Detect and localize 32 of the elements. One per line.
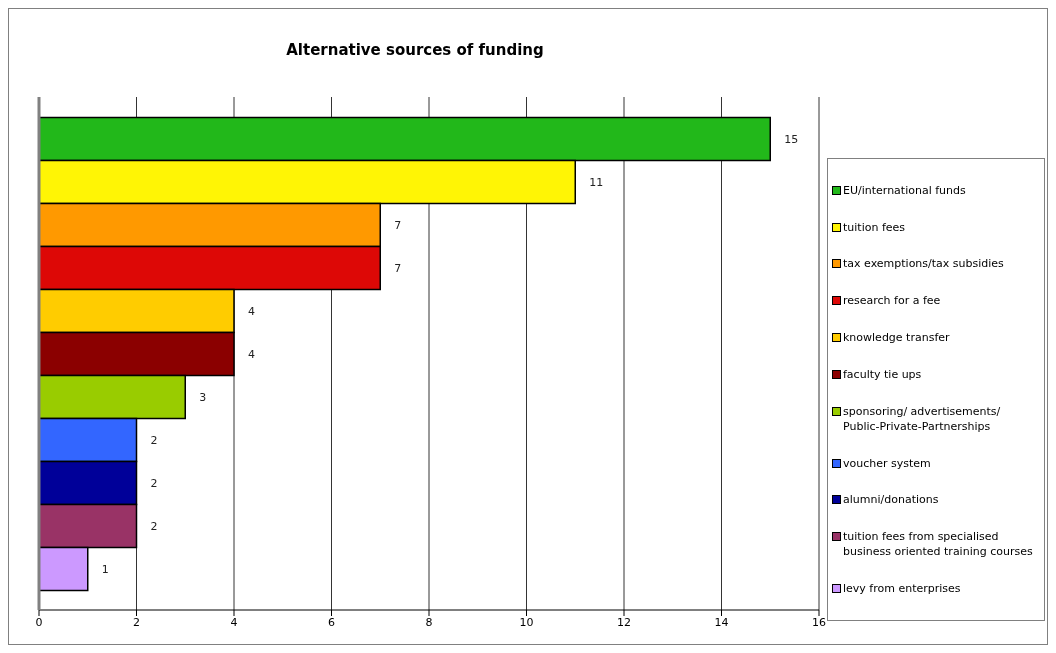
data-label: 4 bbox=[248, 347, 255, 361]
x-tick-label: 4 bbox=[230, 615, 238, 629]
legend-label: tuition fees from specialised business oriented training courses bbox=[843, 529, 1034, 560]
x-tick-label: 8 bbox=[425, 615, 433, 629]
x-tick-label: 16 bbox=[812, 615, 826, 629]
data-label: 2 bbox=[150, 519, 158, 533]
data-label: 3 bbox=[199, 390, 207, 404]
data-label: 1 bbox=[101, 562, 109, 576]
legend-label: EU/international funds bbox=[843, 182, 966, 198]
data-label: 2 bbox=[150, 476, 158, 490]
x-tick-label: 6 bbox=[328, 615, 335, 629]
legend-label: levy from enterprises bbox=[843, 581, 961, 597]
legend-label: faculty tie ups bbox=[843, 366, 922, 382]
chart-title: Alternative sources of funding bbox=[285, 41, 545, 59]
x-tick-label: 14 bbox=[714, 615, 729, 629]
legend-label: alumni/donations bbox=[843, 492, 939, 508]
data-label: 15 bbox=[784, 132, 799, 146]
legend-label: voucher system bbox=[843, 455, 931, 471]
data-label: 11 bbox=[589, 175, 604, 189]
legend-label: tax exemptions/tax subsidies bbox=[843, 256, 1004, 272]
x-tick-label: 10 bbox=[519, 615, 534, 629]
data-label: 7 bbox=[394, 218, 402, 232]
legend-label: research for a fee bbox=[843, 293, 941, 309]
x-tick-label: 0 bbox=[35, 615, 43, 629]
legend-label: knowledge transfer bbox=[843, 330, 950, 346]
data-label: 2 bbox=[150, 433, 158, 447]
x-tick-label: 12 bbox=[617, 615, 631, 629]
legend-label: sponsoring/ advertisements/ Public-Private-Partnerships bbox=[843, 403, 1002, 434]
x-tick-label: 2 bbox=[133, 615, 140, 629]
data-label: 4 bbox=[248, 304, 255, 318]
legend-label: tuition fees bbox=[843, 219, 906, 235]
data-label: 7 bbox=[394, 261, 402, 275]
